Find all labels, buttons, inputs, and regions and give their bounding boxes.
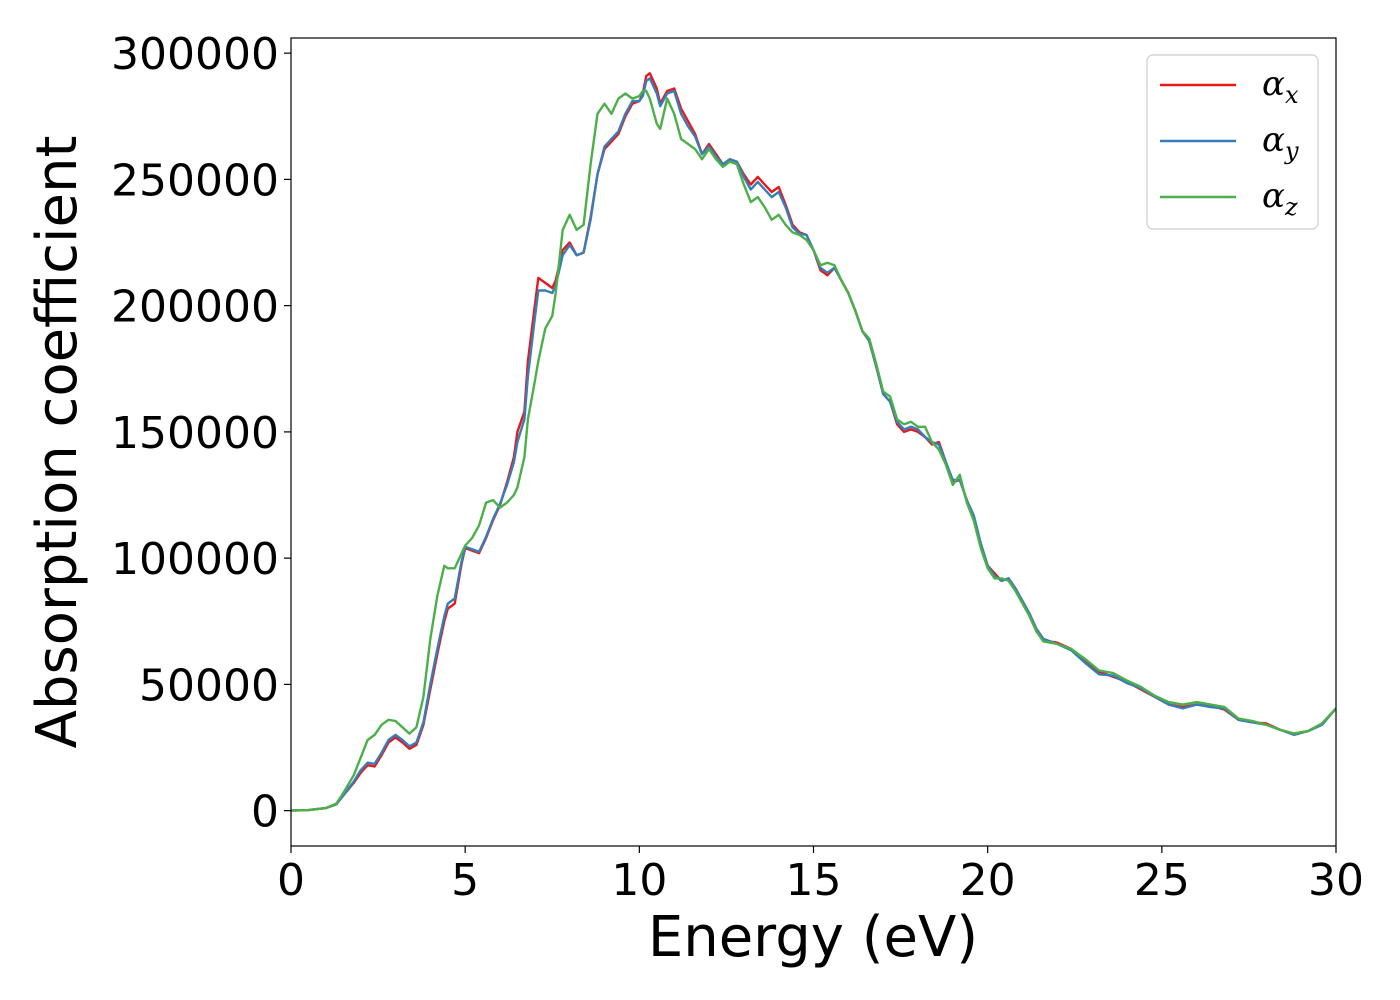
x-tick-label: 5: [451, 855, 479, 906]
x-axis-title: Energy (eV): [648, 905, 978, 970]
legend: αx αy αz: [1146, 54, 1319, 230]
legend-item-x: αx: [1160, 64, 1299, 109]
x-tick-label: 10: [611, 855, 667, 906]
y-axis-title: Absorption coefficient: [25, 136, 90, 749]
legend-label: αx: [1262, 64, 1299, 109]
y-tick-label: 150000: [111, 408, 279, 459]
y-tick-label: 0: [251, 787, 279, 838]
y-tick-label: 50000: [139, 660, 279, 711]
series-layer: [291, 72, 1336, 812]
series-line-z: [291, 89, 1336, 812]
x-tick-label: 20: [960, 855, 1016, 906]
y-tick-label: 250000: [111, 155, 279, 206]
x-tick-label: 30: [1308, 855, 1364, 906]
legend-label: αy: [1262, 120, 1299, 165]
y-tick-label: 100000: [111, 534, 279, 585]
y-tick-label: 200000: [111, 282, 279, 333]
legend-item-z: αz: [1160, 176, 1298, 221]
x-axis: 0 5 10 15 20 25 30: [277, 846, 1364, 906]
x-tick-label: 15: [786, 855, 842, 906]
y-axis: 0 50000 100000 150000 200000 250000 300000: [111, 29, 291, 838]
y-tick-label: 300000: [111, 29, 279, 80]
x-tick-label: 25: [1134, 855, 1190, 906]
legend-label: αz: [1262, 176, 1298, 221]
x-tick-label: 0: [277, 855, 305, 906]
legend-item-y: αy: [1160, 120, 1299, 165]
